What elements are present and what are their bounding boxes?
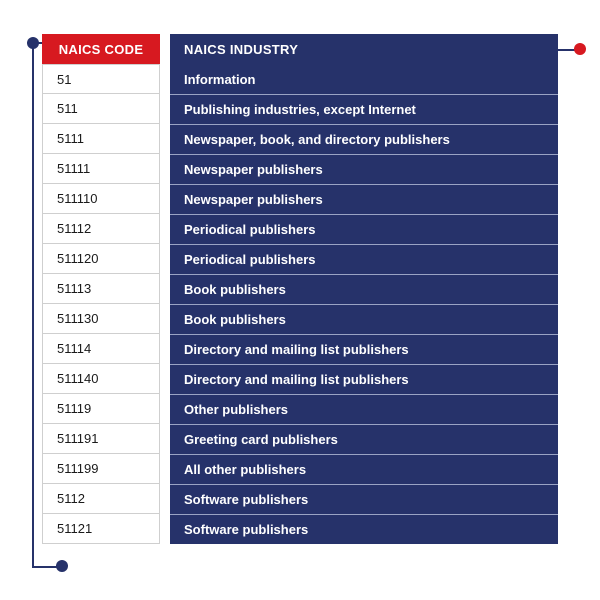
- table-row: 511130 Book publishers: [42, 304, 558, 334]
- table-row: 51112 Periodical publishers: [42, 214, 558, 244]
- cell-code: 511110: [42, 184, 160, 214]
- cell-code: 511199: [42, 454, 160, 484]
- dot-icon: [574, 43, 586, 55]
- column-gap: [160, 334, 170, 364]
- table-row: 51114 Directory and mailing list publishe…: [42, 334, 558, 364]
- cell-industry: Publishing industries, except Internet: [170, 94, 558, 124]
- cell-industry: Newspaper publishers: [170, 184, 558, 214]
- cell-industry: Greeting card publishers: [170, 424, 558, 454]
- column-gap: [160, 244, 170, 274]
- cell-code: 51121: [42, 514, 160, 544]
- column-gap: [160, 364, 170, 394]
- cell-code: 51112: [42, 214, 160, 244]
- table-row: 511110 Newspaper publishers: [42, 184, 558, 214]
- cell-industry: Newspaper publishers: [170, 154, 558, 184]
- cell-code: 5111: [42, 124, 160, 154]
- column-gap: [160, 454, 170, 484]
- cell-code: 511: [42, 94, 160, 124]
- table-row: 51113 Book publishers: [42, 274, 558, 304]
- table-row: 511199 All other publishers: [42, 454, 558, 484]
- table-body: 51 Information 511 Publishing industries, e…: [42, 64, 558, 544]
- column-gap: [160, 514, 170, 544]
- column-gap: [160, 424, 170, 454]
- dot-icon: [27, 37, 39, 49]
- cell-code: 51111: [42, 154, 160, 184]
- column-gap: [160, 304, 170, 334]
- column-gap: [160, 184, 170, 214]
- cell-industry: Book publishers: [170, 274, 558, 304]
- cell-industry: Newspaper, book, and directory publisher…: [170, 124, 558, 154]
- table-row: 51121 Software publishers: [42, 514, 558, 544]
- dot-icon: [56, 560, 68, 572]
- column-gap: [160, 124, 170, 154]
- cell-code: 511120: [42, 244, 160, 274]
- cell-code: 51113: [42, 274, 160, 304]
- table-row: 51119 Other publishers: [42, 394, 558, 424]
- cell-industry: All other publishers: [170, 454, 558, 484]
- cell-code: 51119: [42, 394, 160, 424]
- cell-code: 51: [42, 64, 160, 94]
- cell-code: 511140: [42, 364, 160, 394]
- cell-industry: Information: [170, 64, 558, 94]
- cell-code: 511130: [42, 304, 160, 334]
- cell-industry: Directory and mailing list publishers: [170, 364, 558, 394]
- naics-table: NAICS CODE NAICS INDUSTRY 51Information5…: [42, 34, 558, 544]
- table-row: 51 Information: [42, 64, 558, 94]
- table-row: 5112 Software publishers: [42, 484, 558, 514]
- cell-code: 511191: [42, 424, 160, 454]
- table-row: 511140 Directory and mailing list publish…: [42, 364, 558, 394]
- table-header-row: NAICS CODE NAICS INDUSTRY: [42, 34, 558, 64]
- column-gap: [160, 34, 170, 64]
- table-row: 511191 Greeting card publishers: [42, 424, 558, 454]
- table-row: 511120 Periodical publishers: [42, 244, 558, 274]
- cell-industry: Software publishers: [170, 484, 558, 514]
- frame-left-line: [32, 42, 34, 566]
- cell-industry: Periodical publishers: [170, 214, 558, 244]
- header-code: NAICS CODE: [42, 34, 160, 64]
- cell-code: 5112: [42, 484, 160, 514]
- table-row: 511 Publishing industries, except Interne…: [42, 94, 558, 124]
- cell-industry: Book publishers: [170, 304, 558, 334]
- cell-industry: Other publishers: [170, 394, 558, 424]
- cell-industry: Software publishers: [170, 514, 558, 544]
- cell-industry: Directory and mailing list publishers: [170, 334, 558, 364]
- column-gap: [160, 394, 170, 424]
- table-row: 51111 Newspaper publishers: [42, 154, 558, 184]
- column-gap: [160, 214, 170, 244]
- column-gap: [160, 94, 170, 124]
- header-industry: NAICS INDUSTRY: [170, 34, 558, 64]
- column-gap: [160, 154, 170, 184]
- column-gap: [160, 64, 170, 94]
- cell-code: 51114: [42, 334, 160, 364]
- column-gap: [160, 484, 170, 514]
- cell-industry: Periodical publishers: [170, 244, 558, 274]
- column-gap: [160, 274, 170, 304]
- table-row: 5111 Newspaper, book, and directory publi…: [42, 124, 558, 154]
